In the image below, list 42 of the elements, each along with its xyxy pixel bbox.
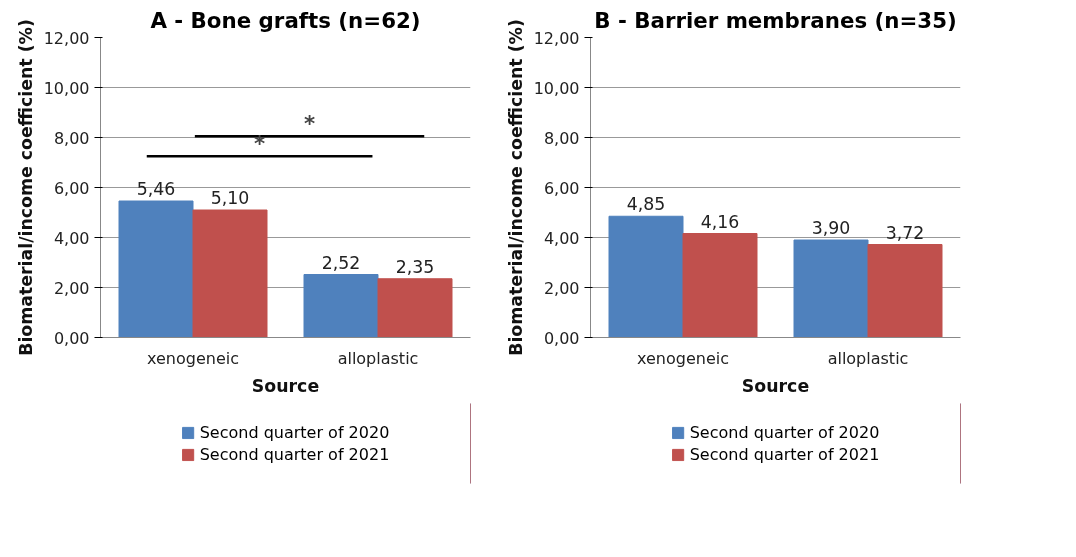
- y-tick-label: 4,00: [543, 228, 580, 248]
- x-tick-label: xenogeneic: [147, 348, 239, 368]
- data-label: 5,10: [210, 188, 250, 208]
- chart-title: B - Barrier membranes (n=35): [594, 7, 957, 33]
- y-tick-label: 12,00: [43, 28, 90, 48]
- y-axis-title: Biomaterial/income coefficient (%): [505, 19, 526, 356]
- legend-label: Second quarter of 2021: [689, 444, 880, 464]
- data-label: 3,90: [811, 218, 851, 238]
- x-tick-label: alloplastic: [337, 348, 419, 368]
- annotation: *: [254, 131, 266, 157]
- y-tick-label: 10,00: [43, 78, 90, 98]
- data-label: 2,52: [321, 252, 361, 273]
- bar: [192, 209, 268, 338]
- data-label: 4,85: [626, 194, 666, 215]
- y-axis-title: Biomaterial/income coefficient (%): [15, 19, 36, 356]
- data-label: 3,72: [885, 222, 925, 243]
- x-axis-title: Source: [251, 375, 320, 396]
- data-label: 5,46: [136, 179, 176, 199]
- y-tick-label: 12,00: [533, 28, 580, 48]
- y-tick-label: 2,00: [53, 278, 90, 298]
- bar: [377, 278, 453, 338]
- y-tick-label: 0,00: [543, 328, 580, 348]
- y-tick-label: 10,00: [533, 78, 580, 98]
- y-tick-label: 6,00: [543, 178, 580, 198]
- y-tick-label: 6,00: [53, 178, 90, 198]
- chart-title: A - Bone grafts (n=62): [150, 7, 421, 33]
- y-tick-label: 4,00: [53, 228, 90, 248]
- y-tick-label: 8,00: [543, 128, 580, 148]
- legend-label: Second quarter of 2020: [199, 422, 390, 442]
- legend-label: Second quarter of 2021: [199, 444, 390, 464]
- data-label: 2,35: [395, 256, 435, 277]
- bar: [118, 200, 194, 338]
- bar: [303, 274, 379, 338]
- y-tick-label: 8,00: [53, 128, 90, 148]
- data-label: 4,16: [700, 211, 740, 232]
- legend-label: Second quarter of 2020: [689, 422, 880, 442]
- y-tick-label: 0,00: [53, 328, 90, 348]
- y-tick-label: 2,00: [543, 278, 580, 298]
- annotation: *: [303, 111, 316, 137]
- x-tick-label: alloplastic: [827, 348, 909, 368]
- x-axis-title: Source: [741, 375, 810, 396]
- x-tick-label: xenogeneic: [637, 348, 729, 368]
